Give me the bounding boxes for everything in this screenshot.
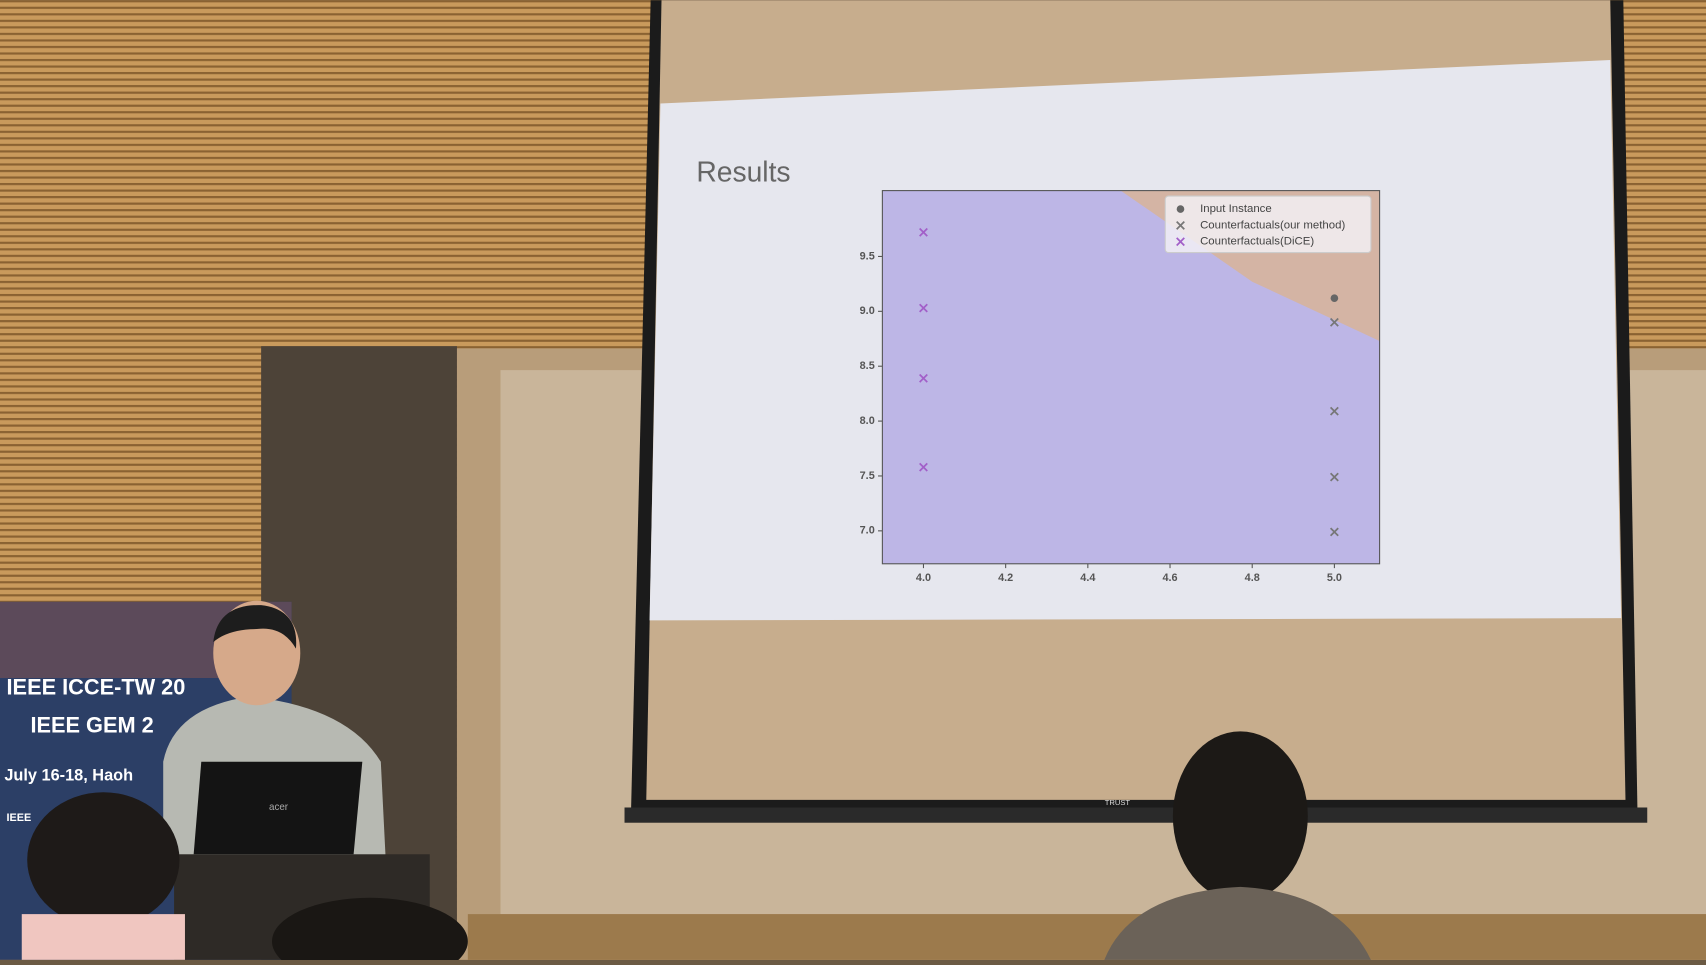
x-tick-label: 4.8: [1245, 572, 1260, 584]
y-tick-label: 8.5: [860, 360, 875, 372]
audience-head: [1172, 731, 1308, 902]
x-tick-label: 4.4: [1080, 572, 1095, 584]
laptop: [193, 761, 363, 855]
legend-marker: [1176, 220, 1185, 230]
point: [1330, 294, 1339, 302]
y-tick-label: 9.0: [860, 305, 875, 317]
x-tick-label: 4.2: [998, 572, 1013, 584]
legend: [1164, 195, 1372, 254]
x-tick-label: 4.6: [1162, 572, 1177, 584]
audience-body: [1104, 886, 1371, 960]
screen-bar: [624, 807, 1648, 823]
legend-label: Input Instance: [1200, 203, 1272, 215]
y-tick-label: 7.0: [860, 525, 875, 537]
chart-title: Results: [696, 156, 790, 188]
audience-shirt: [21, 914, 185, 960]
y-tick-label: 8.0: [860, 415, 875, 427]
point: [1329, 406, 1339, 416]
y-tick-label: 7.5: [860, 470, 875, 482]
legend-marker: [1176, 205, 1185, 213]
audience-head: [27, 792, 180, 928]
plot-frame: [881, 190, 1381, 565]
legend-label: Counterfactuals(our method): [1200, 219, 1345, 231]
plot: 4.0 4.2 4.4 4.6 4.8 5.0 7.0 7.5 8.0 8.5 9.0 9.5 Inpu…: [860, 190, 1381, 584]
point: [919, 373, 928, 383]
point: [1329, 472, 1339, 482]
banner-text: IEEE: [7, 812, 32, 824]
point: [1329, 317, 1339, 327]
laptop-logo: acer: [269, 802, 289, 813]
banner-text: IEEE GEM 2: [30, 713, 153, 738]
point: [919, 303, 928, 313]
banner-text: July 16-18, Haoh: [4, 766, 133, 784]
point: [1329, 527, 1339, 537]
stage: [467, 914, 1706, 960]
audience-head: [272, 897, 468, 965]
banner-text: IEEE ICCE-TW 20: [7, 675, 186, 700]
point: [919, 227, 928, 237]
x-tick-label: 4.0: [916, 572, 931, 584]
speaker-hair: [213, 605, 297, 649]
y-tick-label: 9.5: [860, 250, 875, 262]
legend-label: Counterfactuals(DiCE): [1200, 236, 1314, 248]
x-tick-label: 5.0: [1327, 572, 1342, 584]
point: [919, 462, 928, 472]
legend-marker: [1176, 237, 1185, 247]
screen-brand: TRUST: [1105, 798, 1131, 807]
